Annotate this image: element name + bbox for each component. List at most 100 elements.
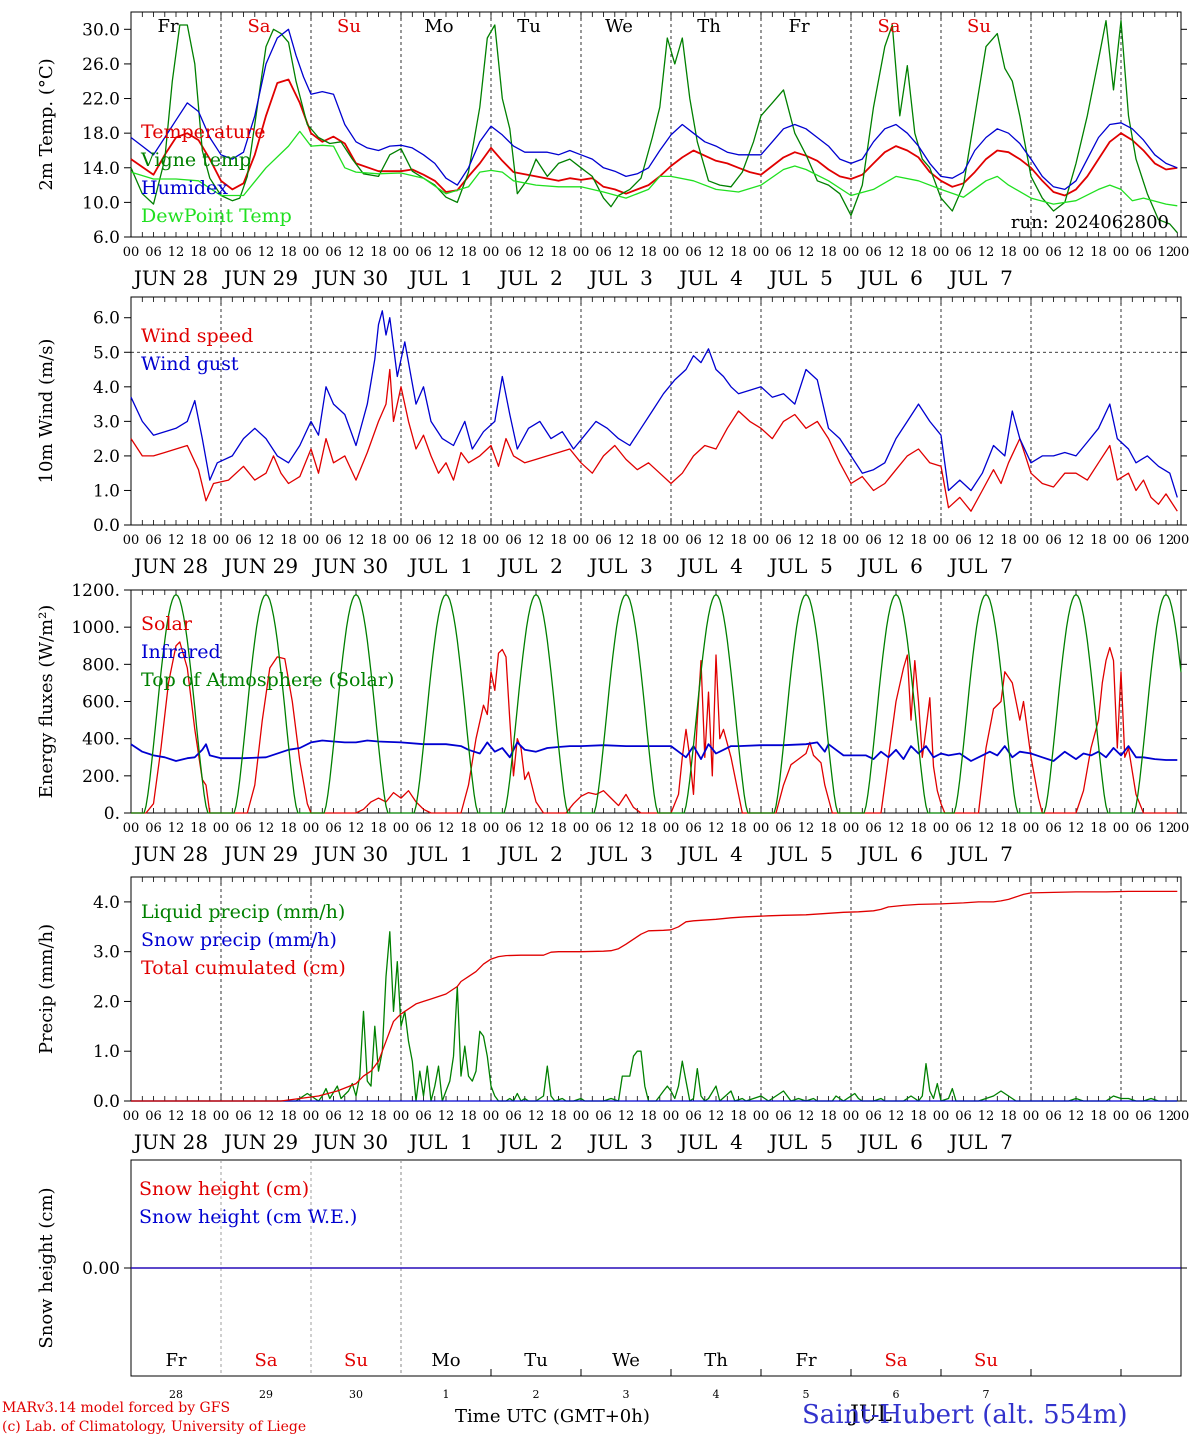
hour-tick-label: 18 [280,245,297,260]
hour-tick-label: 06 [865,245,882,260]
hour-tick-label: 06 [775,1109,792,1124]
hour-tick-label: 06 [145,245,162,260]
legend-entry: Liquid precip (mm/h) [141,901,345,923]
hour-tick-label: 18 [910,533,927,548]
hour-tick-label: 12 [708,245,725,260]
panel-frame [130,296,1182,526]
hour-tick-label: 18 [730,533,747,548]
hour-tick-label: 12 [348,1109,365,1124]
date-label: JUL 6 [857,266,923,290]
month-overlay-label: JUL [850,1402,892,1427]
weekday-label: Tu [517,16,541,37]
hour-tick-label: 00 [1023,245,1040,260]
date-label: JUL 6 [857,1130,923,1154]
date-label: JUL 4 [677,554,743,578]
legend-entry: Snow height (cm) [139,1178,309,1200]
hour-tick-label: 00 [303,245,320,260]
hour-tick-label: 12 [618,533,635,548]
hour-tick-label: 12 [618,245,635,260]
hour-tick-label: 12 [438,1109,455,1124]
hour-tick-label: 18 [1090,533,1107,548]
hour-tick-label: 06 [1045,533,1062,548]
legend-entry: Humidex [141,177,228,199]
date-label: JUL 2 [497,554,563,578]
hour-tick-label: 18 [280,1109,297,1124]
hour-tick-label: 12 [978,245,995,260]
weekday-label: Su [337,16,361,37]
hour-tick-label: 18 [640,1109,657,1124]
hour-tick-label: 06 [415,1109,432,1124]
day-number: 4 [713,1388,720,1401]
hour-tick-label: 00 [393,1109,410,1124]
y-tick-label: 0. [104,804,120,824]
hour-tick-label: 00 [393,533,410,548]
hour-tick-label: 00 [933,1109,950,1124]
model-line: MARv3.14 model forced by GFS [2,1400,231,1416]
series-line-vigne-temp [130,20,1178,234]
hour-tick-label: 06 [1135,821,1152,836]
date-label: JUL 1 [407,554,473,578]
weekday-label: Th [704,1350,728,1371]
hour-tick-label: 12 [438,821,455,836]
y-tick-label: 1200. [71,581,120,601]
hour-tick-label: 12 [888,1109,905,1124]
hour-tick-label: 06 [595,821,612,836]
hour-tick-label: 00 [753,533,770,548]
day-number: 3 [623,1388,630,1401]
hour-tick-label: 18 [1000,821,1017,836]
hour-tick-label: 18 [280,533,297,548]
hour-tick-label: 12 [1068,821,1085,836]
y-axis-title: Energy fluxes (W/m²) [36,605,57,799]
hour-tick-label: 00 [483,245,500,260]
weekday-label: Sa [254,1350,277,1371]
hour-tick-label: 18 [550,245,567,260]
weekday-label: Fr [788,16,809,37]
day-number: 30 [349,1388,363,1401]
hour-tick-label: 00 [213,1109,230,1124]
hour-tick-label: 18 [190,1109,207,1124]
weekday-label: Fr [157,16,178,37]
hour-tick-label: 00 [933,245,950,260]
hour-tick-label: 00 [1113,245,1130,260]
hour-tick-label: 12 [798,821,815,836]
hour-tick-label: 18 [820,533,837,548]
run-annotation: run: 2024062800 [1011,212,1169,233]
hour-tick-label: 18 [820,821,837,836]
hour-tick-label: 00 [303,821,320,836]
hour-tick-label: 12 [348,245,365,260]
time-minor-ticks [130,877,1178,1101]
hour-tick-label: 18 [910,821,927,836]
date-label: JUN 29 [222,266,298,290]
hour-tick-label: 12 [978,821,995,836]
hour-tick-label: 12 [168,245,185,260]
date-label: JUL 2 [497,842,563,866]
hour-tick-label: 06 [595,245,612,260]
y-axis-title: Precip (mm/h) [36,924,57,1054]
hour-tick-label: 00 [483,1109,500,1124]
date-label: JUL 7 [947,266,1013,290]
hour-tick-label: 18 [280,821,297,836]
weekday-label: Su [967,16,991,37]
legend-entry: Top of Atmosphere (Solar) [141,669,394,691]
hour-tick-label: 12 [348,533,365,548]
hour-tick-label: 06 [415,821,432,836]
hour-tick-label: 00 [1173,1109,1190,1124]
legend-entry: Infrared [141,641,221,663]
hour-tick-label: 06 [415,245,432,260]
weekday-label: We [605,16,633,37]
hour-tick-label: 00 [123,1109,140,1124]
hour-tick-label: 12 [798,245,815,260]
date-label: JUL 5 [767,842,833,866]
y-axis-title: 2m Temp. (°C) [36,58,57,190]
hour-tick-label: 06 [415,533,432,548]
hour-tick-label: 00 [933,821,950,836]
hour-tick-label: 06 [775,245,792,260]
hour-tick-label: 06 [685,533,702,548]
station-name: Saint-Hubert (alt. 554m) [802,1400,1128,1430]
series-line-temperature [130,78,1178,197]
date-label: JUN 28 [132,1130,208,1154]
hour-tick-label: 18 [460,533,477,548]
y-tick-label: 0.0 [93,1092,120,1112]
y-tick-label: 30.0 [82,20,120,40]
